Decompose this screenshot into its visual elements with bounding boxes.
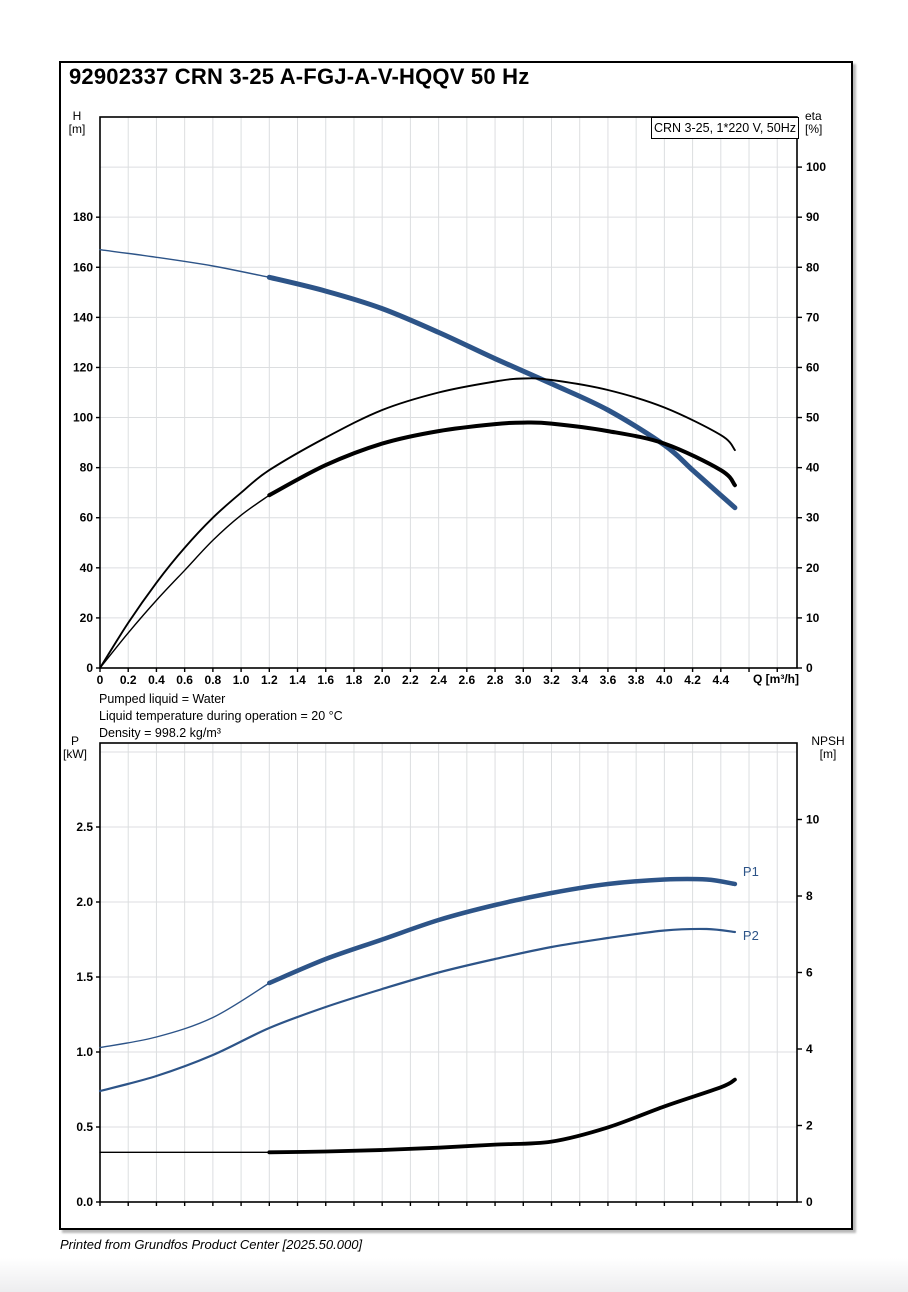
- h-axis-name: H: [72, 109, 82, 123]
- tick-label: 80: [806, 260, 820, 274]
- tick-label: 0.4: [148, 673, 165, 687]
- tick-label: 2.6: [458, 673, 475, 687]
- npsh-axis-label: NPSH [m]: [799, 735, 857, 761]
- npsh-curve: [267, 1077, 737, 1155]
- tick-label: 4: [806, 1042, 813, 1056]
- tick-label: 40: [806, 461, 820, 475]
- tick-label: 120: [73, 360, 93, 374]
- p1-curve-thin: [99, 982, 270, 1049]
- tick-label: 20: [80, 611, 94, 625]
- tick-label: 1.0: [233, 673, 250, 687]
- tick-label: 70: [806, 310, 820, 324]
- tick-label: 2.5: [76, 820, 93, 834]
- tick-label: 2: [806, 1119, 813, 1133]
- page-bottom-fade: [0, 1258, 908, 1292]
- p1-curve: [267, 876, 738, 986]
- eta-total-curve-thin: [99, 494, 270, 669]
- q-axis-label: Q [m³/h]: [753, 672, 799, 686]
- p1-curve-label: P1: [743, 864, 759, 879]
- tick-label: 0.2: [120, 673, 137, 687]
- tick-label: 10: [806, 813, 820, 827]
- tick-label: 6: [806, 966, 813, 980]
- legend-box: CRN 3-25, 1*220 V, 50Hz: [651, 117, 799, 139]
- tick-label: 4.2: [684, 673, 701, 687]
- plot-border: [99, 116, 798, 669]
- tick-label: 2.4: [430, 673, 447, 687]
- npsh-axis-unit: [m]: [819, 747, 837, 761]
- tick-label: 4.4: [712, 673, 729, 687]
- tick-label: 3.0: [515, 673, 532, 687]
- tick-label: 10: [806, 611, 820, 625]
- info-line-density: Density = 998.2 kg/m³: [99, 726, 221, 740]
- tick-label: 3.2: [543, 673, 560, 687]
- p-axis-label: P [kW]: [54, 735, 96, 761]
- tick-label: 2.2: [402, 673, 419, 687]
- eta-axis-name: eta: [805, 109, 822, 123]
- info-line-pumped-liquid: Pumped liquid = Water: [99, 692, 226, 706]
- p2-curve-label: P2: [743, 928, 759, 943]
- tick-label: 0.0: [76, 1195, 93, 1209]
- tick-label: 100: [806, 160, 826, 174]
- legend-text: CRN 3-25, 1*220 V, 50Hz: [654, 121, 796, 135]
- eta-axis-unit: [%]: [805, 122, 823, 136]
- npsh-axis-name: NPSH: [811, 734, 845, 748]
- p-axis-unit: [kW]: [63, 747, 87, 761]
- tick-label: 1.8: [346, 673, 363, 687]
- tick-label: 80: [80, 461, 94, 475]
- liquid-info-block: Pumped liquid = Water Liquid temperature…: [99, 691, 343, 742]
- tick-label: 2.0: [374, 673, 391, 687]
- head-curve: [266, 274, 738, 511]
- tick-label: 2.8: [487, 673, 504, 687]
- tick-label: 3.8: [628, 673, 645, 687]
- tick-label: 60: [80, 511, 94, 525]
- tick-label: 0.6: [176, 673, 193, 687]
- tick-label: 3.4: [571, 673, 588, 687]
- tick-label: 4.0: [656, 673, 673, 687]
- eta-total-curve: [267, 420, 737, 498]
- tick-label: 1.5: [76, 970, 93, 984]
- p2-curve: [98, 927, 736, 1093]
- head-curve-thin: [99, 249, 270, 278]
- tick-label: 0: [806, 661, 813, 675]
- footer-text: Printed from Grundfos Product Center [20…: [60, 1237, 363, 1252]
- tick-label: 3.6: [600, 673, 617, 687]
- h-axis-unit: [m]: [68, 122, 86, 136]
- p-axis-name: P: [70, 734, 79, 748]
- tick-label: 90: [806, 210, 820, 224]
- tick-label: 20: [806, 561, 820, 575]
- tick-label: 0: [97, 673, 104, 687]
- info-line-temperature: Liquid temperature during operation = 20…: [99, 709, 343, 723]
- tick-label: 0.5: [76, 1120, 93, 1134]
- eta-pump-curve: [99, 377, 736, 669]
- tick-label: 1.0: [76, 1045, 93, 1059]
- tick-label: 0.8: [205, 673, 222, 687]
- tick-label: 140: [73, 310, 93, 324]
- tick-label: 8: [806, 889, 813, 903]
- document-border: [59, 61, 853, 1230]
- tick-label: 2.0: [76, 895, 93, 909]
- h-axis-label: H [m]: [58, 110, 96, 136]
- tick-label: 30: [806, 511, 820, 525]
- power-npsh-chart: 0.0 0.5 1.0 1.5 2.0 2.5 0 2 4 6 8 10 P1 P2: [76, 742, 820, 1209]
- page-title: 92902337 CRN 3-25 A-FGJ-A-V-HQQV 50 Hz: [69, 64, 530, 89]
- tick-label: 0: [86, 661, 93, 675]
- tick-label: 1.6: [317, 673, 334, 687]
- tick-label: 60: [806, 360, 820, 374]
- tick-label: 1.4: [289, 673, 306, 687]
- tick-label: 160: [73, 260, 93, 274]
- tick-label: 0: [806, 1195, 813, 1209]
- eta-axis-label: eta [%]: [805, 110, 845, 136]
- tick-label: 50: [806, 411, 820, 425]
- hq-eta-chart: 0 0.2 0.4 0.6 0.8 1.0 1.2 1.4 1.6 1.8 2.0 2.2 2.4 2.6…: [73, 116, 826, 687]
- tick-label: 40: [80, 561, 94, 575]
- tick-label: 1.2: [261, 673, 278, 687]
- tick-label: 100: [73, 411, 93, 425]
- tick-label: 180: [73, 210, 93, 224]
